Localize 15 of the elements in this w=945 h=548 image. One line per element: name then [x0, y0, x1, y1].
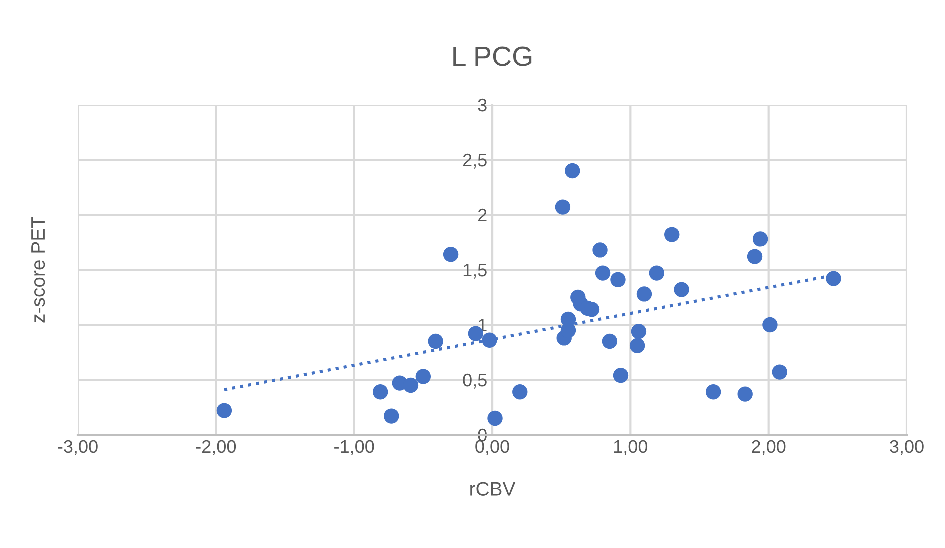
chart-title: L PCG — [454, 46, 532, 66]
x-tick-label: 0,00 — [476, 440, 510, 456]
y-tick-label: 1,5 — [464, 264, 487, 279]
y-tick-label: 0,5 — [463, 374, 487, 389]
x-tick-label: 1,00 — [614, 440, 648, 456]
y-tick-label: 2,5 — [463, 154, 487, 169]
x-tick-label: 2,00 — [752, 440, 786, 456]
x-tick-label: 3,00 — [890, 440, 924, 456]
x-tick-label: -3,00 — [58, 440, 98, 456]
y-axis-title: z-score PET — [32, 216, 46, 323]
x-tick-label: -1,00 — [334, 440, 374, 456]
x-tick-label: -2,00 — [196, 440, 236, 456]
y-tick-label: 3 — [478, 98, 487, 112]
y-tick-label: 2 — [478, 208, 487, 222]
x-axis-title: rCBV — [470, 482, 516, 496]
